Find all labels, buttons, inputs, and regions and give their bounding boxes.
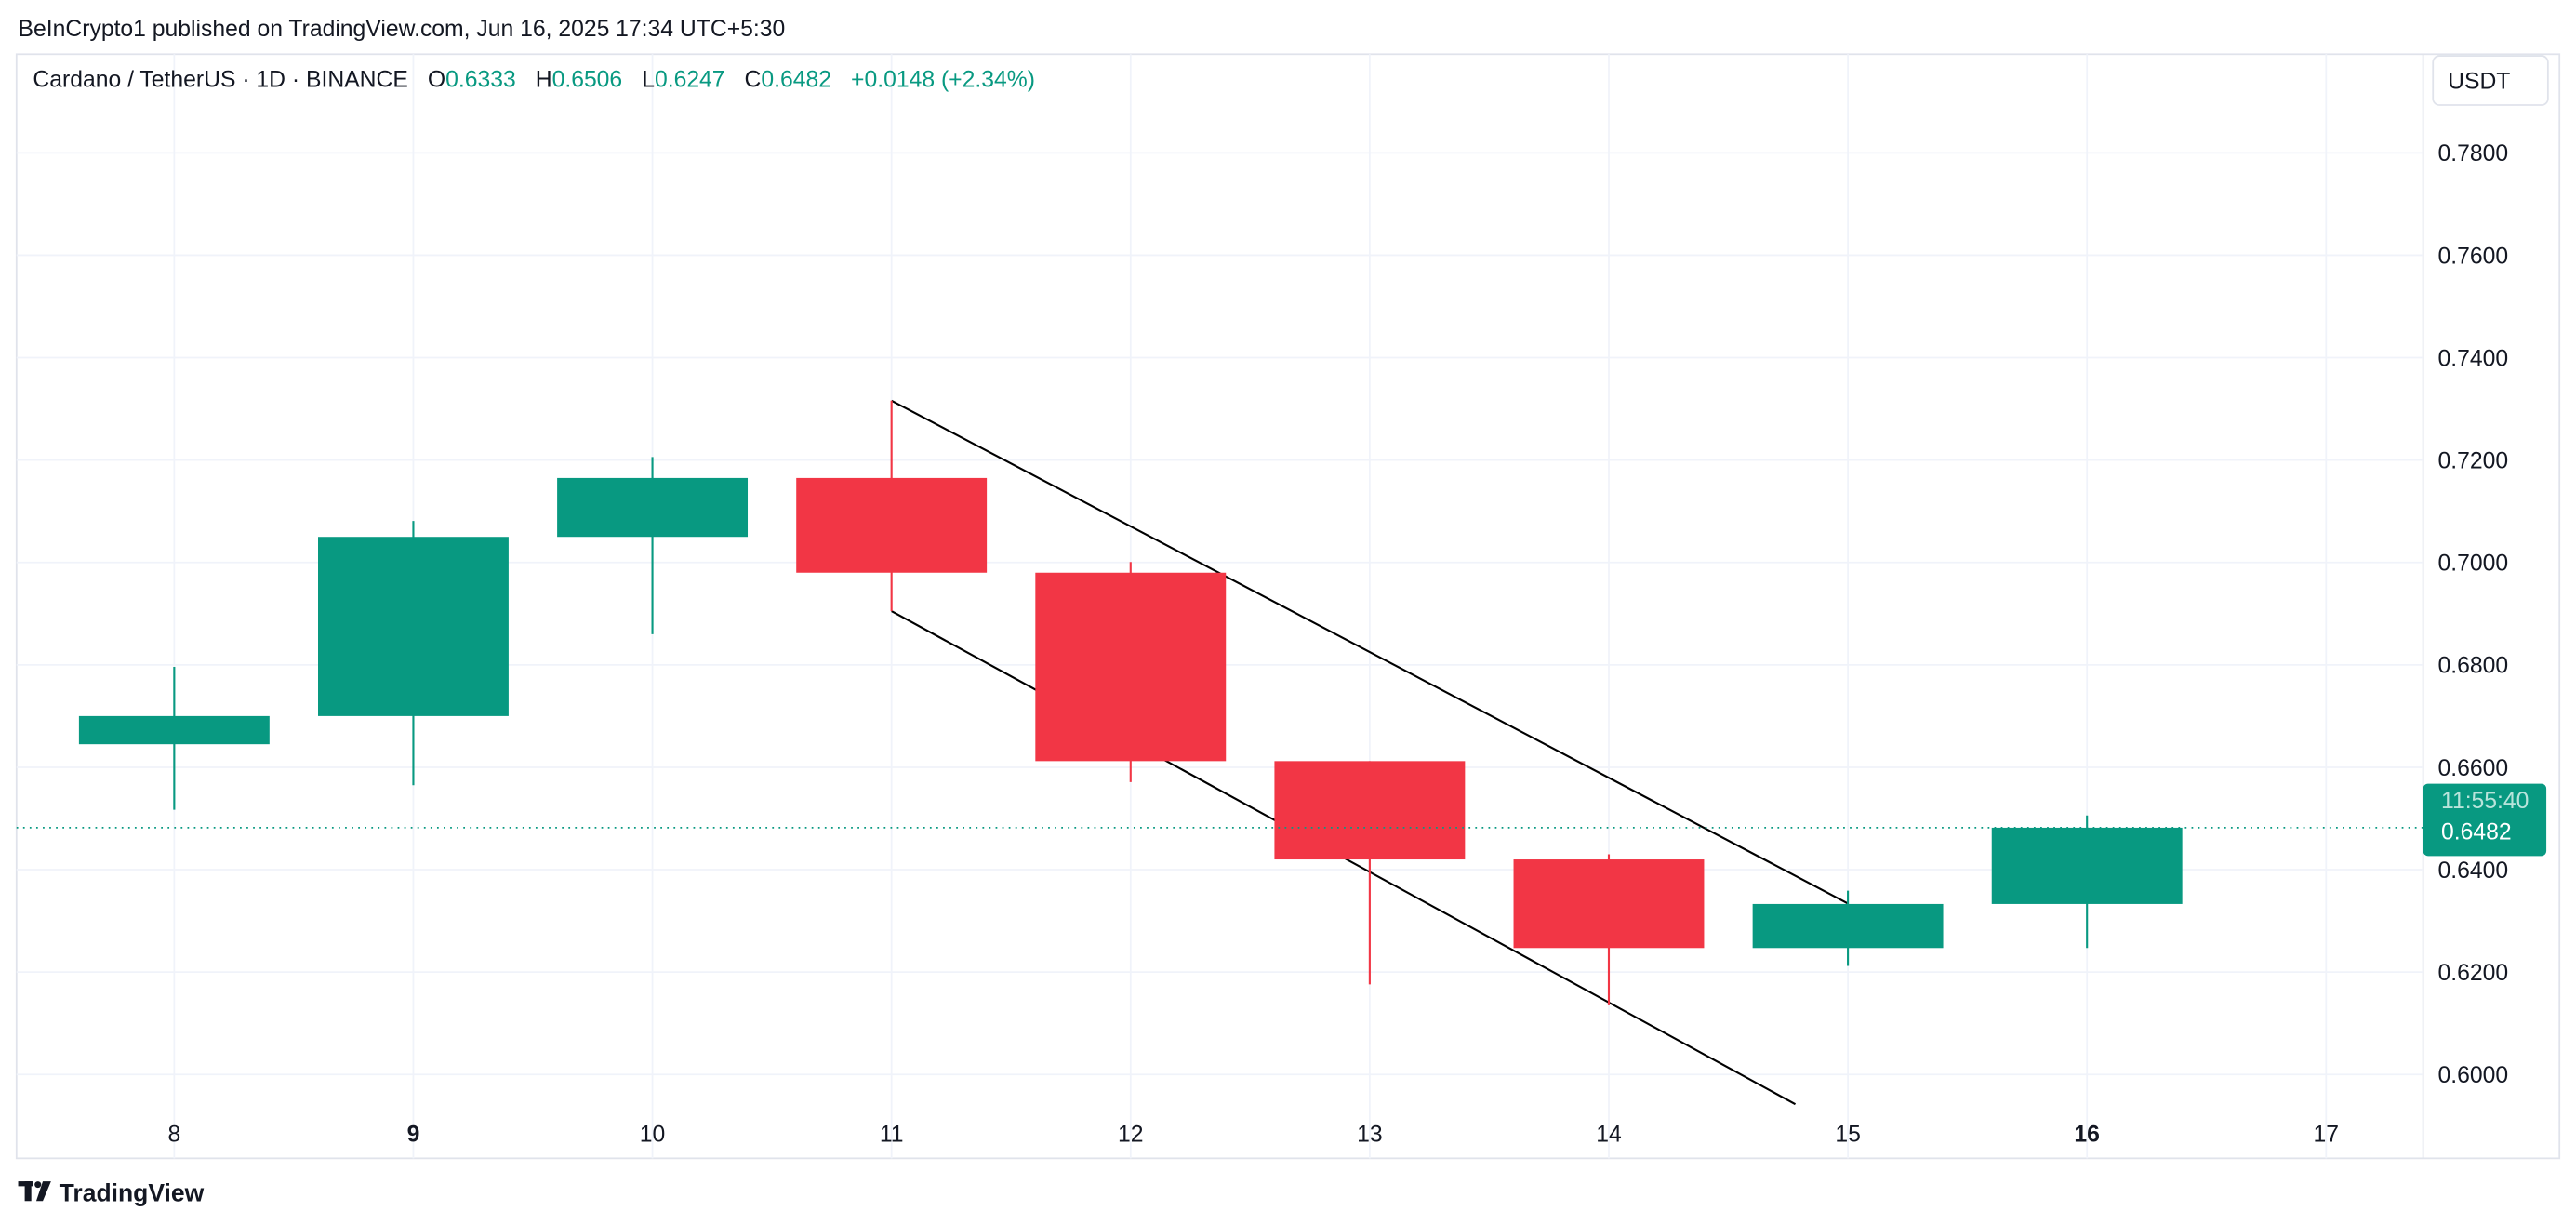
x-tick-label: 14 [1596,1123,1622,1148]
open-value: 0.6333 [445,68,516,93]
candle-down[interactable] [796,477,988,573]
legend: Cardano / TetherUS · 1D · BINANCE O0.633… [33,68,1035,93]
y-tick-label: 0.7000 [2438,552,2509,577]
candle-up[interactable] [1991,827,2183,904]
axis-ticks: 0.6000 0.6200 0.6400 0.6600 0.6800 0.7000 0.72… [167,141,2508,1148]
close-value: 0.6482 [761,68,831,93]
tradingview-brand: TradingView [60,1178,205,1206]
candle-down[interactable] [1274,761,1466,860]
x-tick-label: 10 [640,1123,666,1148]
change-value: +0.0148 (+2.34%) [851,68,1035,93]
x-tick-label: 8 [167,1123,180,1148]
x-tick-label: 13 [1357,1123,1382,1148]
y-tick-label: 0.6800 [2438,654,2509,679]
y-tick-label: 0.6000 [2438,1063,2509,1088]
published-caption: BeInCrypto1 published on TradingView.com… [19,17,786,42]
x-tick-label: 11 [880,1123,904,1148]
low-value: 0.6247 [655,68,725,93]
currency-label: USDT [2448,69,2510,94]
last-price-value: 0.6482 [2441,820,2512,845]
x-tick-label: 12 [1118,1123,1144,1148]
x-tick-label: 16 [2074,1123,2100,1148]
candle-up[interactable] [1752,903,1944,949]
last-price-label: 11:55:40 0.6482 [2423,783,2547,857]
candle-up[interactable] [318,537,509,716]
y-tick-label: 0.6200 [2438,961,2509,986]
tradingview-logo-icon [18,1181,51,1202]
candle-down[interactable] [1513,859,1705,949]
close-label: C [745,68,762,93]
tradingview-logo[interactable]: TradingView [18,1178,205,1206]
trendline[interactable] [891,399,1849,905]
x-tick-label: 15 [1835,1123,1861,1148]
y-tick-label: 0.6400 [2438,858,2509,884]
high-value: 0.6506 [552,68,623,93]
currency-button[interactable]: USDT [2432,55,2549,106]
y-tick-label: 0.7600 [2438,244,2509,269]
candle-up[interactable] [557,477,749,538]
x-tick-label: 17 [2314,1123,2340,1148]
y-tick-label: 0.7800 [2438,141,2509,166]
y-tick-label: 0.6600 [2438,756,2509,781]
candles[interactable] [78,400,2183,1005]
high-label: H [536,68,552,93]
low-label: L [642,68,655,93]
y-tick-label: 0.7400 [2438,346,2509,371]
legend-symbol[interactable]: Cardano / TetherUS · 1D · BINANCE [33,68,407,93]
candle-down[interactable] [1035,572,1227,762]
candle-up[interactable] [78,715,270,745]
y-tick-label: 0.7200 [2438,448,2509,473]
bar-countdown: 11:55:40 [2441,789,2529,814]
x-tick-label: 9 [407,1123,420,1148]
grid [16,54,2423,1159]
open-label: O [428,68,445,93]
